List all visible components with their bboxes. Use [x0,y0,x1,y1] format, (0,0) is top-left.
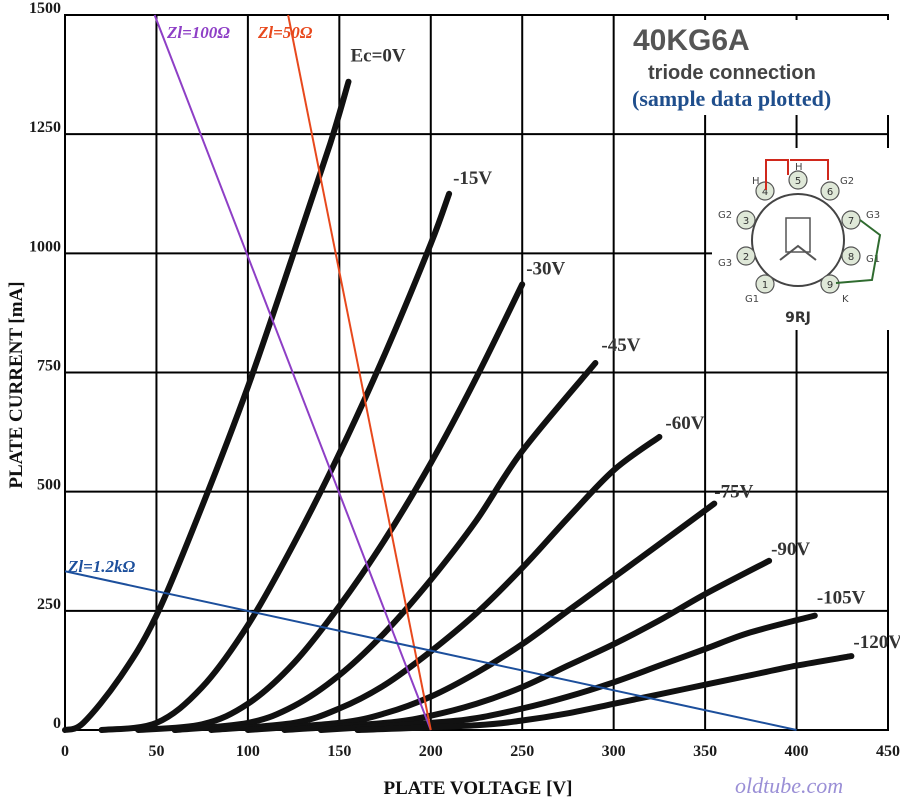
y-tick-labels: 0 250 500 750 1000 1250 1500 [29,0,61,732]
tube-envelope [751,193,845,287]
y-tick-label: 250 [37,596,61,613]
grid-strap [835,219,882,284]
plate-curve-6 [281,557,773,733]
plate-curve-0 [62,78,352,733]
plate-curve-1 [98,190,453,733]
heater-label-left: H [752,176,760,187]
curve-label: Ec=0V [350,46,405,67]
x-tick-label: 350 [693,743,717,760]
plate-curves [62,78,855,733]
pin-number: 1 [762,280,768,291]
sample-data-note: (sample data plotted) [632,86,831,111]
plate-curve-7 [318,612,818,733]
x-tick-label: 100 [236,743,260,760]
pin-number: 2 [743,252,749,263]
y-tick-label: 1250 [29,119,61,136]
x-tick-label: 450 [876,743,900,760]
cathode-symbol [779,244,817,261]
x-tick-label: 400 [785,743,809,760]
heater-lead-left [765,159,789,190]
y-tick-label: 750 [37,358,61,375]
plate-curve-2 [135,281,526,733]
plate-curve-3 [171,360,599,733]
watermark: oldtube.com [735,773,843,798]
plate-curve-8 [354,653,855,733]
pin-name: K [842,294,849,305]
base-type-label: 9RJ [785,310,811,326]
tube-electrode [785,217,811,253]
pin-name: G1 [866,254,880,265]
x-tick-label: 50 [148,743,164,760]
tube-pin [820,274,840,294]
pin-number: 3 [743,216,749,227]
pin-number: 6 [827,187,833,198]
load-line-0 [153,14,432,731]
curve-label: -30V [526,258,565,279]
pin-name: G1 [745,294,759,305]
tube-pin [820,181,840,201]
load-line-label: Zl=100Ω [166,23,230,42]
pin-number: 4 [762,187,768,198]
tube-pin [736,246,756,266]
pin-name: G2 [718,210,732,221]
y-tick-label: 1500 [29,0,61,17]
heater-lead-right [790,159,829,180]
load-line-2 [64,570,797,731]
load-line-1 [287,14,432,731]
pin-number: 8 [848,252,854,263]
page-subtitle: triode connection [648,62,816,84]
x-axis-title: PLATE VOLTAGE [V] [384,778,573,799]
tube-pin [788,170,808,190]
curve-label: -75V [714,482,753,503]
tube-pin [755,274,775,294]
y-tick-label: 500 [37,477,61,494]
pin-number: 5 [795,176,801,187]
plate-curve-5 [244,500,718,733]
x-tick-label: 150 [327,743,351,760]
heater-label-right: H [795,162,803,173]
curve-label: -120V [853,632,900,653]
load-lines: Zl=100Ω Zl=50Ω Zl=1.2kΩ [64,14,797,731]
pin-name: G3 [718,258,732,269]
curve-label: -90V [771,539,810,560]
tube-pin [841,246,861,266]
load-line-label: Zl=50Ω [257,23,313,42]
x-tick-label: 250 [510,743,534,760]
y-tick-label: 1000 [29,238,61,255]
title-box [628,20,890,115]
x-tick-label: 0 [61,743,69,760]
curve-label: -45V [601,335,640,356]
load-line-label: Zl=1.2kΩ [67,557,136,576]
x-tick-labels: 0 50 100 150 200 250 300 350 400 450 [61,743,900,760]
curve-label: -60V [665,413,704,434]
x-tick-label: 300 [602,743,626,760]
pin-number: 7 [848,216,854,227]
pin-number: 9 [827,280,833,291]
page-title: 40KG6A [633,24,750,57]
pin-name: G3 [866,210,880,221]
y-axis-title: PLATE CURRENT [mA] [6,281,27,488]
x-tick-label: 200 [419,743,443,760]
curve-labels: Ec=0V -15V -30V -45V -60V -75V -90V -105V -120V [350,46,900,653]
pin-name: G2 [840,176,854,187]
curve-label: -15V [453,168,492,189]
plate-curve-4 [208,433,663,733]
curve-label: -105V [817,588,866,609]
tube-pin [736,210,756,230]
y-tick-label: 0 [53,715,61,732]
